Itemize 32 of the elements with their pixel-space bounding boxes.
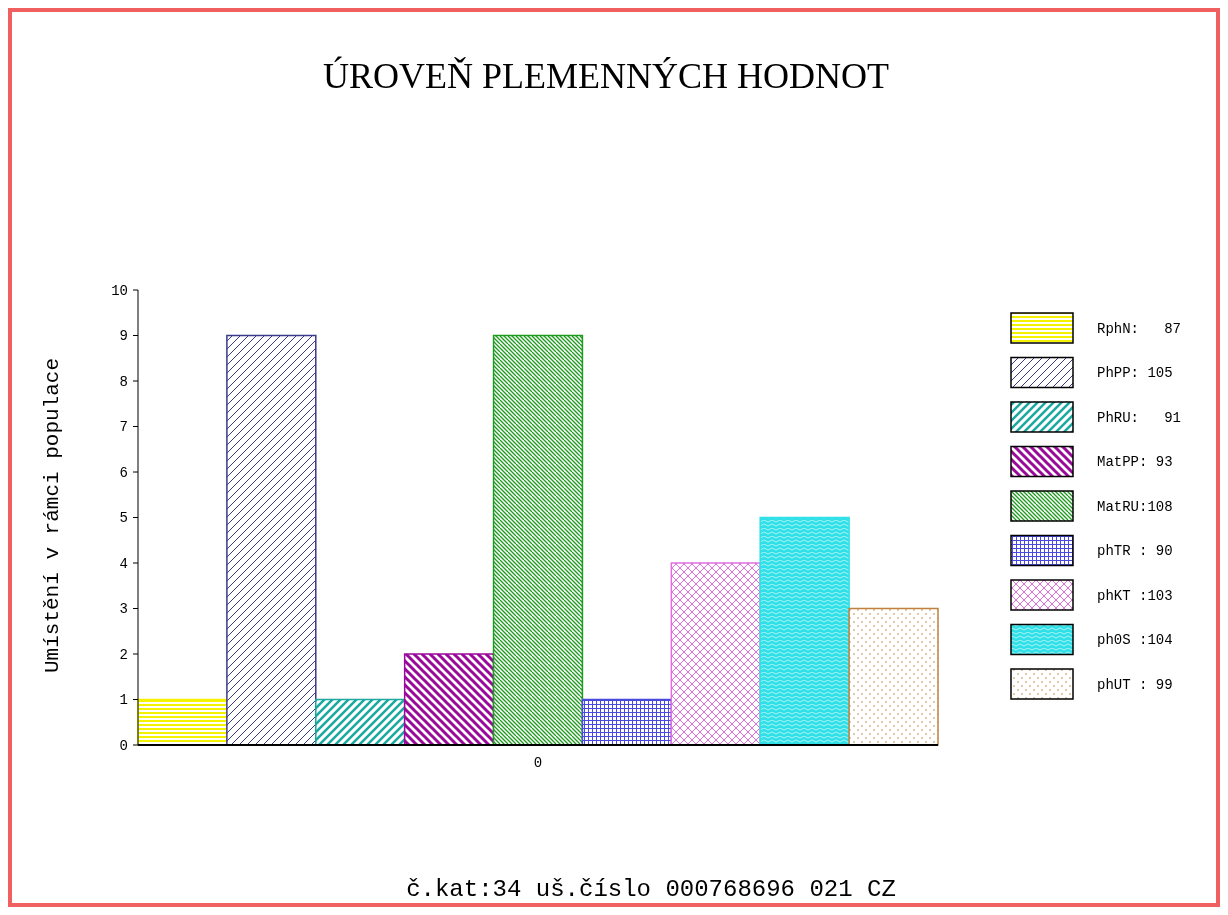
bar	[759, 516, 850, 746]
y-tick-label: 2	[119, 646, 128, 663]
y-tick-label: 5	[119, 510, 128, 527]
bar	[137, 698, 228, 746]
bar	[492, 334, 584, 746]
bar	[848, 607, 939, 746]
bar	[403, 653, 495, 746]
bar	[670, 562, 761, 746]
y-tick-label: 9	[119, 328, 128, 345]
bar	[581, 698, 673, 746]
y-tick-label: 8	[119, 373, 128, 390]
legend-label: RphN: 87	[1097, 320, 1182, 337]
y-tick-label: 0	[119, 737, 128, 754]
legend-label: ph0S :104	[1097, 632, 1173, 649]
chart-title: ÚROVEŇ PLEMENNÝCH HODNOT	[323, 56, 889, 96]
bar	[315, 698, 406, 746]
bar	[226, 334, 317, 746]
y-tick-label: 3	[119, 601, 128, 618]
y-tick-label: 4	[119, 555, 128, 572]
y-tick-label: 1	[119, 692, 128, 709]
y-tick-label: 10	[111, 282, 128, 299]
legend-label: MatPP: 93	[1097, 454, 1173, 471]
legend-label: PhRU: 91	[1097, 409, 1182, 426]
y-tick-label: 6	[119, 464, 128, 481]
y-tick-label: 7	[119, 419, 128, 436]
legend-label: MatRU:108	[1097, 498, 1173, 515]
legend-label: phTR : 90	[1097, 543, 1173, 560]
legend-label: phUT : 99	[1097, 676, 1173, 693]
legend-label: PhPP: 105	[1097, 365, 1173, 382]
legend-label: phKT :103	[1097, 587, 1173, 604]
y-axis-title: Umístění v rámci populace	[41, 357, 64, 674]
text: č.kat:34 uš.číslo 000768696 021 CZ	[406, 876, 896, 903]
